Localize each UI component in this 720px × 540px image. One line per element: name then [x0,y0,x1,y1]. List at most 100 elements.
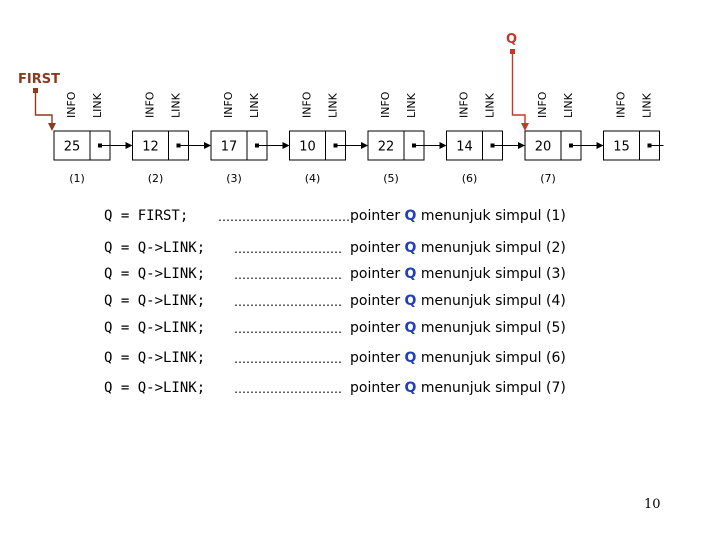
node-value: 20 [535,140,552,155]
step-statement: Q = Q->LINK; [104,293,206,309]
traversal-step-row: Q = FIRST; …………………………… pointer Q menunjuk … [104,208,566,224]
desc-suffix: menunjuk simpul (6) [416,350,566,366]
desc-pointer-q: Q [404,380,417,396]
link-field-label: LINK [327,92,340,118]
step-description: pointer Q menunjuk simpul (5) [350,320,566,336]
node-index-label: (1) [69,172,85,185]
node-index-label: (7) [540,172,556,185]
step-dots: ……………………… [234,322,342,336]
step-statement: Q = Q->LINK; [104,380,206,396]
node-info-box [53,130,91,161]
link-field-label: LINK [641,92,654,118]
link-field-label: LINK [170,92,183,118]
step-statement: Q = Q->LINK; [104,320,206,336]
step-statement: Q = Q->LINK; [104,350,206,366]
node-index-label: (6) [462,172,478,185]
first-pointer-arrow [33,88,56,131]
desc-pointer-q: Q [404,240,417,256]
desc-suffix: menunjuk simpul (5) [416,320,566,336]
step-statement: Q = FIRST; [104,208,189,224]
info-field-label: INFO [615,91,628,118]
desc-pointer-q: Q [404,208,417,224]
desc-suffix: menunjuk simpul (3) [416,266,566,282]
traversal-step-row: Q = Q->LINK; ……………………… pointer Q menunjuk … [104,320,566,336]
info-field-label: INFO [144,91,157,118]
link-arrowhead [125,142,133,149]
list-node: 10 INFO LINK (4) [289,91,368,185]
step-description: pointer Q menunjuk simpul (3) [350,266,566,282]
link-field-label: LINK [484,92,497,118]
node-index-label: (2) [148,172,164,185]
desc-prefix: pointer [350,350,405,366]
desc-suffix: menunjuk simpul (1) [416,208,566,224]
node-index-label: (3) [226,172,242,185]
link-arrowhead [439,142,447,149]
link-field-label: LINK [562,92,575,118]
step-description: pointer Q menunjuk simpul (7) [350,380,566,396]
desc-suffix: menunjuk simpul (2) [416,240,566,256]
link-arrowhead [282,142,290,149]
node-value: 25 [64,140,81,155]
node-index-label: (5) [383,172,399,185]
traversal-step-row: Q = Q->LINK; ……………………… pointer Q menunjuk … [104,293,566,309]
first-pointer-label: FIRST [18,72,60,87]
link-arrowhead [596,142,604,149]
step-dots: ……………………… [234,382,342,396]
info-field-label: INFO [458,91,471,118]
info-field-label: INFO [65,91,78,118]
link-field-label: LINK [248,92,261,118]
step-description: pointer Q menunjuk simpul (1) [350,208,566,224]
link-arrowhead [204,142,211,149]
traversal-step-row: Q = Q->LINK; ……………………… pointer Q menunjuk … [104,380,566,396]
step-dots: ……………………… [234,352,342,366]
desc-pointer-q: Q [404,293,417,309]
desc-pointer-q: Q [404,266,417,282]
traversal-step-row: Q = Q->LINK; ……………………… pointer Q menunjuk … [104,240,566,256]
info-field-label: INFO [222,91,235,118]
link-field-label: LINK [405,92,418,118]
node-value: 22 [378,140,395,155]
desc-suffix: menunjuk simpul (7) [416,380,566,396]
desc-pointer-q: Q [404,320,417,336]
list-node: 12 INFO LINK (2) [132,91,211,185]
node-index-label: (4) [305,172,321,185]
node-value: 17 [221,140,238,155]
node-value: 14 [456,140,473,155]
desc-pointer-q: Q [404,350,417,366]
list-node: 22 INFO LINK (5) [367,91,447,185]
step-dots: ……………………… [234,242,342,256]
list-node: 25 INFO LINK (1) [53,91,133,185]
linked-list-diagram: Q FIRST 25 INFO LINK (1) 12 INFO LINK (2) 17 INFO… [18,32,664,185]
list-node: 17 INFO LINK (3) [210,91,290,185]
desc-prefix: pointer [350,266,405,282]
step-statement: Q = Q->LINK; [104,266,206,282]
pointer-q-arrow [510,49,529,131]
link-arrowhead [518,142,525,149]
info-field-label: INFO [536,91,549,118]
link-arrowhead [361,142,368,149]
list-node: 20 INFO LINK (7) [524,91,604,185]
link-field-label: LINK [91,92,104,118]
desc-prefix: pointer [350,208,405,224]
step-description: pointer Q menunjuk simpul (4) [350,293,566,309]
step-statement: Q = Q->LINK; [104,240,206,256]
desc-prefix: pointer [350,240,405,256]
desc-suffix: menunjuk simpul (4) [416,293,566,309]
list-node: 15 INFO LINK [603,91,664,161]
page-number: 10 [644,497,661,512]
desc-prefix: pointer [350,380,405,396]
info-field-label: INFO [379,91,392,118]
list-node: 14 INFO LINK (6) [446,91,525,185]
desc-prefix: pointer [350,320,405,336]
node-value: 10 [299,140,316,155]
desc-prefix: pointer [350,293,405,309]
step-description: pointer Q menunjuk simpul (6) [350,350,566,366]
step-dots: …………………………… [218,210,350,224]
step-description: pointer Q menunjuk simpul (2) [350,240,566,256]
step-dots: ……………………… [234,268,342,282]
info-field-label: INFO [301,91,314,118]
pointer-q-label: Q [506,32,517,47]
step-dots: ……………………… [234,295,342,309]
traversal-step-row: Q = Q->LINK; ……………………… pointer Q menunjuk … [104,350,566,366]
